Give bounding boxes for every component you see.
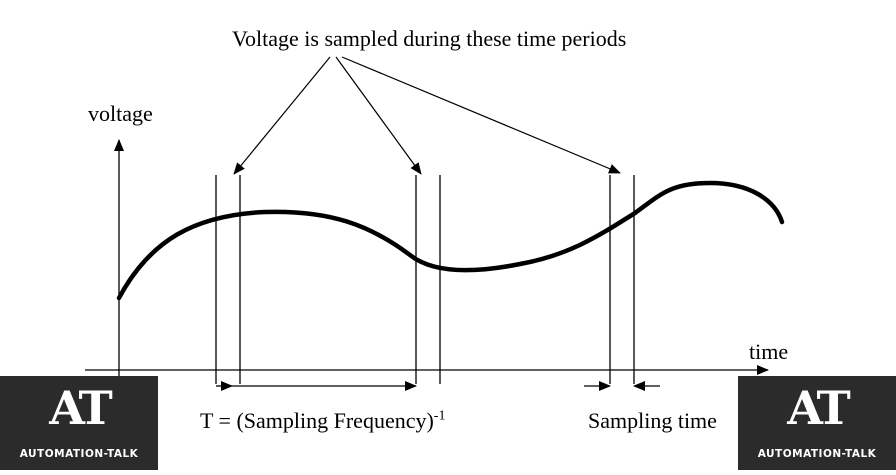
- period-label: T = (Sampling Frequency)-1: [200, 408, 445, 434]
- x-axis-label: time: [749, 339, 789, 364]
- logo-left-mark: AT: [49, 381, 112, 435]
- y-axis-label: voltage: [88, 101, 153, 126]
- period-label-text: T = (Sampling Frequency): [200, 408, 434, 433]
- pointer-arrow-2: [335, 56, 422, 175]
- logo-right-mark: AT: [787, 381, 850, 435]
- sampling-time-label: Sampling time: [588, 408, 717, 433]
- pointer-arrow-3: [341, 56, 621, 174]
- logo-left: AT AUTOMATION-TALK: [0, 376, 158, 470]
- pointer-arrow-1: [233, 56, 331, 175]
- annotation-text: Voltage is sampled during these time per…: [232, 26, 627, 51]
- period-label-exponent: -1: [433, 408, 446, 424]
- logo-left-name: AUTOMATION-TALK: [19, 448, 139, 460]
- voltage-curve: [116, 180, 785, 301]
- logo-right: AT AUTOMATION-TALK: [738, 376, 896, 470]
- logo-right-name: AUTOMATION-TALK: [757, 448, 877, 460]
